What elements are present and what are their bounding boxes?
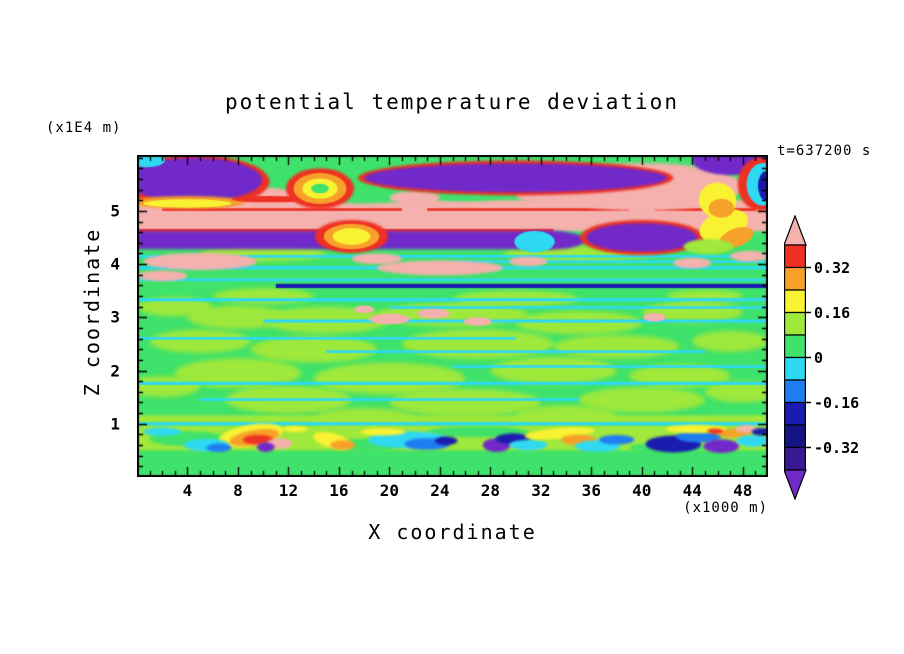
x-tick-label: 48 [733,481,753,500]
x-tick-label: 8 [233,481,243,500]
x-tick-label: 36 [581,481,601,500]
x-tick-label: 16 [329,481,349,500]
colorbar-labels: 0.32 0.16 0 -0.16 -0.32 [814,215,884,500]
colorbar-label: 0 [814,348,824,367]
chart-title: potential temperature deviation [225,90,679,114]
heatmap-canvas [137,155,768,477]
z-tick-label: 4 [110,254,120,274]
colorbar-label: 0.32 [814,258,851,277]
z-tick-labels: 1 2 3 4 5 [90,155,126,477]
x-tick-label: 32 [531,481,551,500]
x-tick-label: 24 [430,481,450,500]
x-axis-title: X coordinate [368,520,537,544]
x-tick-label: 44 [682,481,702,500]
x-tick-label: 28 [480,481,500,500]
colorbar-label: -0.32 [814,438,860,457]
z-axis-unit-label: (x1E4 m) [46,120,122,136]
x-tick-label: 12 [278,481,299,500]
colorbar-label: 0.16 [814,303,851,322]
colorbar [784,215,811,500]
z-tick-label: 2 [110,361,120,381]
x-tick-label: 40 [632,481,652,500]
colorbar-label: -0.16 [814,393,860,412]
x-axis-unit-label: (x1000 m) [683,500,768,516]
z-tick-label: 1 [110,414,120,434]
z-tick-label: 5 [110,201,120,221]
x-tick-label: 4 [182,481,193,500]
z-tick-label: 3 [110,307,120,327]
x-tick-labels: 4 8 12 16 20 24 28 32 36 40 44 48 [137,481,768,501]
x-tick-label: 20 [379,481,400,500]
time-label: t=637200 s [777,143,872,159]
